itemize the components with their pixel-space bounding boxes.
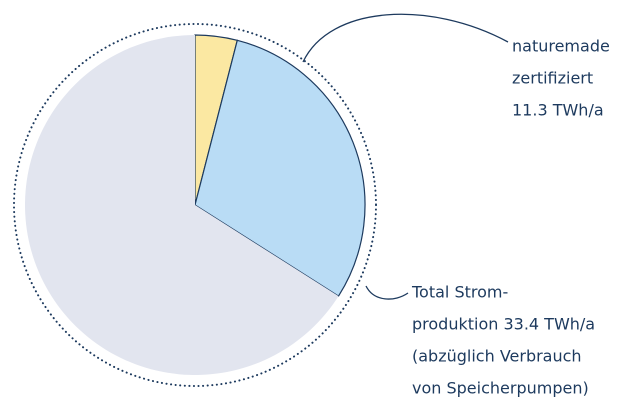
annotation: 11.3 TWh/a <box>512 101 604 120</box>
pie <box>24 34 366 375</box>
annotation: produktion 33.4 TWh/a <box>412 315 595 334</box>
pie-slice <box>24 35 339 375</box>
outer-ring <box>13 23 377 387</box>
callout-line <box>365 285 409 300</box>
pie-slice <box>194 39 366 297</box>
annotation: (abzüglich Verbrauch <box>412 347 582 366</box>
annotation: von Speicherpumpen) <box>412 379 589 398</box>
annotation: naturemade <box>512 37 610 56</box>
annotation: Total Strom- <box>411 283 508 302</box>
callout-line <box>302 13 509 63</box>
annotation: zertifiziert <box>512 69 593 88</box>
